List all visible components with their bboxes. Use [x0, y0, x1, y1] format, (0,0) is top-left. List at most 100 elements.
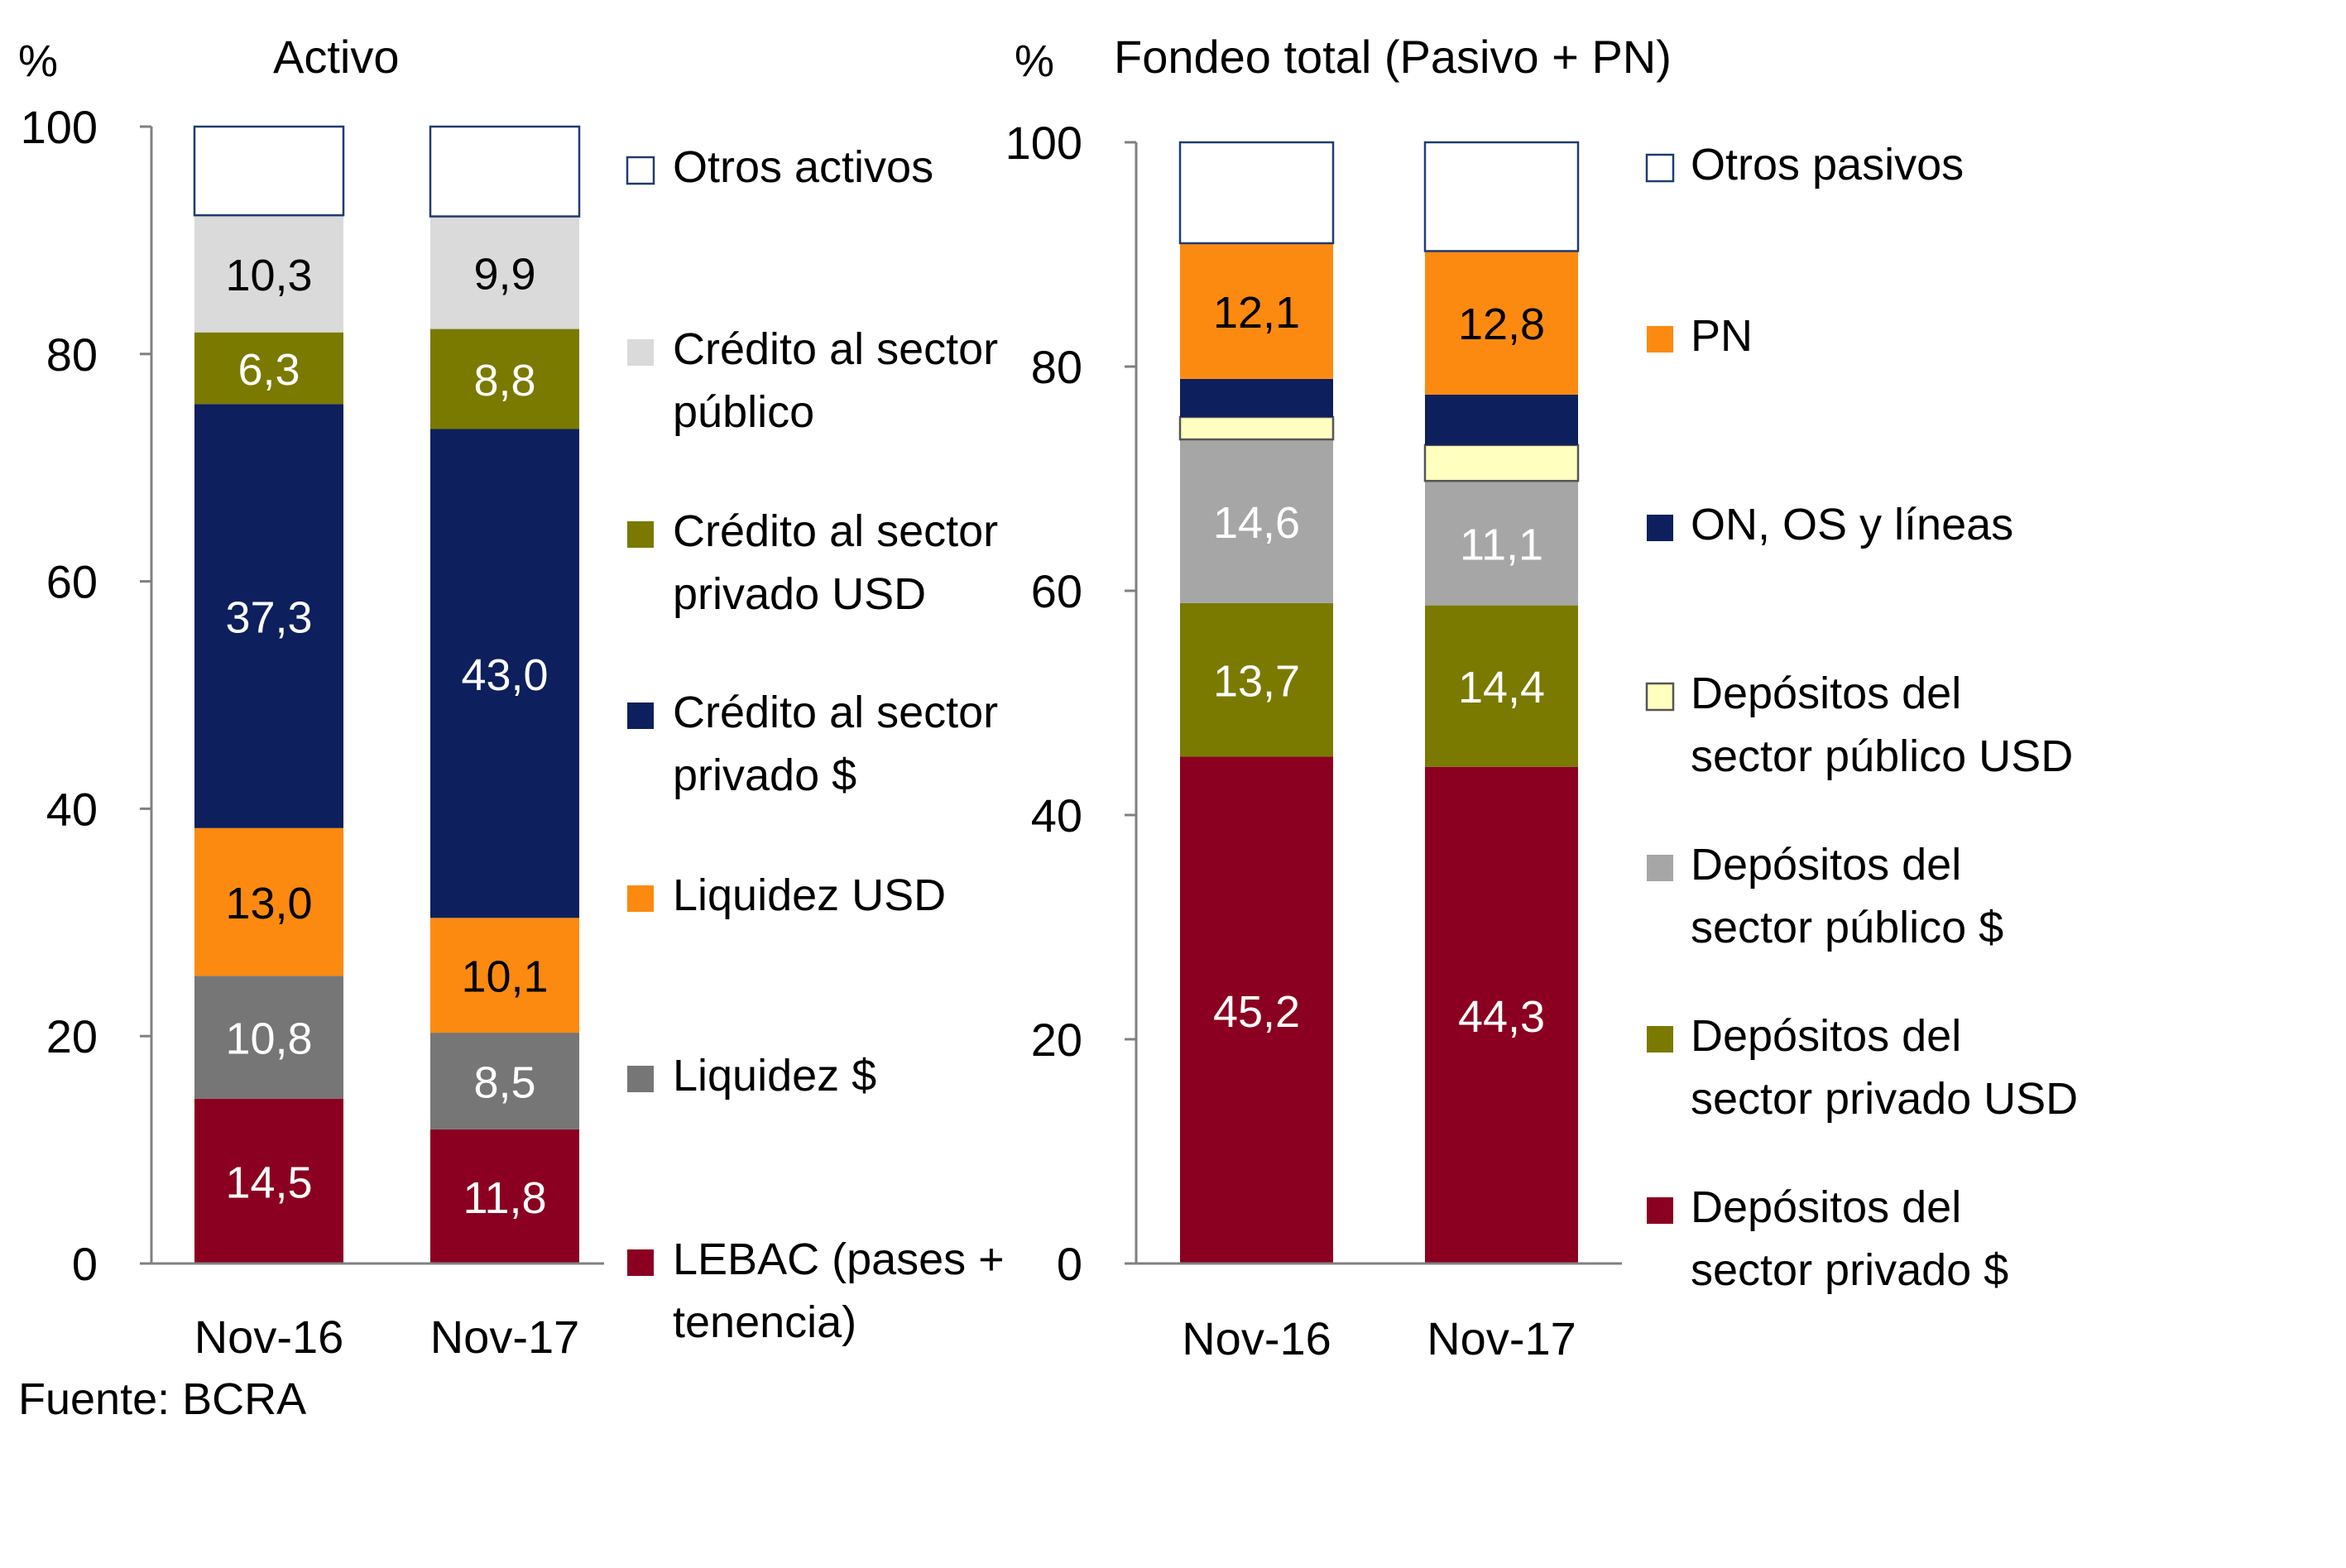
bar-segment: [1423, 444, 1580, 482]
bar-segment: [1180, 439, 1333, 603]
data-label: 45,2: [1213, 987, 1300, 1037]
legend-swatch: [627, 1249, 654, 1276]
x-tick-label: Nov-16: [194, 1311, 344, 1363]
legend-swatch: [1645, 153, 1675, 183]
bar-segment: [429, 125, 581, 218]
legend-swatch: [627, 339, 654, 366]
legend-swatch: [627, 521, 654, 548]
legend-swatch: [1647, 515, 1673, 541]
y-tick-label: 100: [21, 101, 98, 153]
chart-title: Activo: [273, 31, 400, 83]
legend-label: privado USD: [673, 569, 926, 619]
y-tick-label: 20: [1031, 1014, 1082, 1066]
y-axis-unit-label: %: [18, 36, 58, 86]
legend-swatch: [1645, 682, 1675, 712]
legend-label: Depósitos del: [1691, 1182, 1961, 1232]
legend-label: sector público USD: [1691, 731, 2073, 781]
y-tick-label: 100: [1005, 117, 1082, 169]
bar-segment: [1425, 251, 1578, 395]
legend-swatch: [626, 156, 655, 185]
bar-segment: [430, 1033, 579, 1129]
y-tick-label: 20: [46, 1010, 98, 1062]
bar-segment: [194, 827, 343, 976]
data-label: 13,0: [225, 879, 312, 928]
bar-segment: [430, 328, 579, 429]
bar-segment: [1180, 378, 1333, 417]
bar-segment: [430, 918, 579, 1033]
data-label: 12,1: [1213, 288, 1300, 338]
y-tick-label: 60: [1031, 565, 1082, 617]
data-label: 10,3: [225, 251, 312, 300]
data-label: 8,5: [473, 1057, 535, 1107]
legend-label: Otros pasivos: [1691, 140, 1964, 189]
bar-segment: [194, 404, 343, 828]
legend-label: Otros activos: [673, 142, 933, 192]
bar-segment: [1425, 394, 1578, 445]
data-label: 6,3: [237, 345, 300, 395]
source-note: Fuente: BCRA: [18, 1374, 307, 1424]
x-tick-label: Nov-17: [1427, 1312, 1576, 1364]
legend-label: Crédito al sector: [673, 506, 998, 556]
legend-label: Depósitos del: [1691, 1011, 1961, 1061]
bar-segment: [193, 125, 345, 217]
bar-segment: [1425, 766, 1578, 1264]
bar-segment: [430, 216, 579, 329]
y-tick-label: 40: [46, 783, 98, 835]
x-tick-label: Nov-16: [1182, 1312, 1331, 1364]
data-label: 10,8: [225, 1014, 312, 1064]
legend-label: sector privado USD: [1691, 1074, 2078, 1124]
legend-label: Liquidez $: [673, 1051, 876, 1100]
data-label: 9,9: [473, 250, 535, 300]
bar-segment: [1180, 756, 1333, 1264]
data-label: 37,3: [225, 593, 312, 643]
bar-segment: [1178, 415, 1335, 441]
bar-segment: [194, 1098, 343, 1264]
legend-label: Crédito al sector: [673, 688, 998, 737]
legend-label: Liquidez USD: [673, 870, 946, 920]
data-label: 44,3: [1458, 992, 1545, 1042]
chart-title: Fondeo total (Pasivo + PN): [1114, 31, 1672, 83]
bar-segment: [1425, 605, 1578, 767]
y-tick-label: 0: [1057, 1238, 1082, 1290]
bar-segment: [430, 1129, 579, 1264]
y-axis-unit-label: %: [1015, 36, 1054, 86]
legend-swatch: [1647, 855, 1673, 881]
legend-label: LEBAC (pases +: [673, 1235, 1005, 1284]
bar-segment: [1180, 242, 1333, 379]
y-tick-label: 0: [72, 1238, 98, 1290]
legend-label: sector público $: [1691, 903, 2003, 952]
x-tick-label: Nov-17: [430, 1311, 580, 1363]
legend-swatch: [1647, 1026, 1673, 1053]
bar-segment: [430, 429, 579, 918]
bar-segment: [194, 332, 343, 405]
bar-segment: [1423, 141, 1580, 252]
legend-swatch: [627, 702, 654, 729]
legend-label: PN: [1691, 311, 1753, 361]
legend-label: ON, OS y líneas: [1691, 500, 2013, 549]
legend-label: Depósitos del: [1691, 669, 1961, 718]
y-tick-label: 80: [1031, 341, 1082, 393]
y-tick-label: 40: [1031, 789, 1082, 842]
legend-label: privado $: [673, 750, 856, 800]
data-label: 8,8: [473, 356, 535, 405]
data-label: 14,5: [225, 1158, 312, 1207]
y-tick-label: 80: [46, 328, 98, 381]
bar-segment: [194, 215, 343, 333]
legend-label: tenencia): [673, 1297, 856, 1347]
data-label: 10,1: [461, 952, 548, 1002]
data-label: 13,7: [1213, 657, 1300, 707]
data-label: 43,0: [461, 650, 548, 700]
legend-swatch: [1647, 326, 1673, 352]
legend-label: sector privado $: [1691, 1245, 2008, 1295]
legend-label: público: [673, 387, 814, 437]
data-label: 14,6: [1213, 498, 1300, 548]
legend-swatch: [627, 885, 654, 912]
y-tick-label: 60: [46, 556, 98, 608]
bar-segment: [1178, 141, 1335, 245]
data-label: 11,1: [1460, 520, 1543, 569]
legend-label: Crédito al sector: [673, 324, 998, 374]
bar-segment: [1180, 602, 1333, 757]
legend-swatch: [1647, 1197, 1673, 1224]
